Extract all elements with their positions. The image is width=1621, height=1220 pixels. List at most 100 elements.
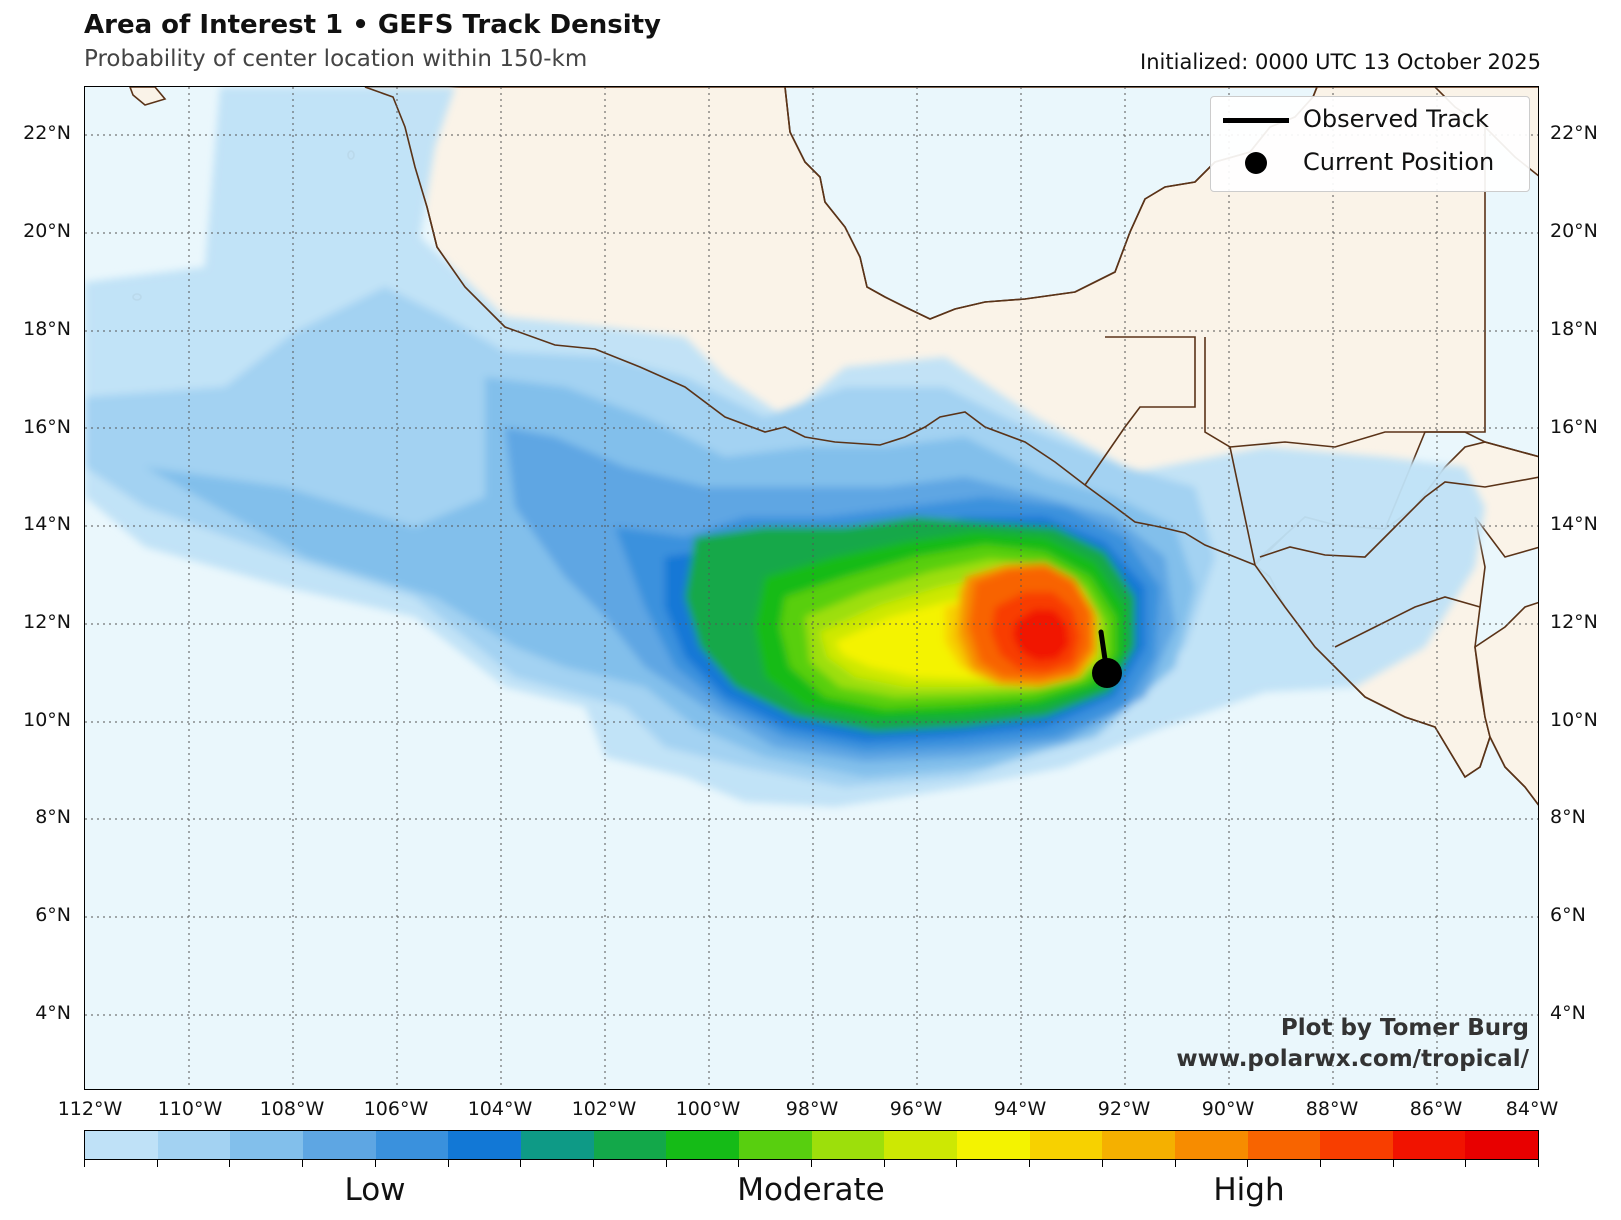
lat-label-left: 18°N	[23, 318, 71, 340]
density-map	[85, 87, 1538, 1089]
colorbar-swatch	[884, 1131, 957, 1159]
initialized-time: Initialized: 0000 UTC 13 October 2025	[1140, 50, 1541, 74]
map-panel	[84, 86, 1539, 1090]
baja-tip	[129, 87, 167, 106]
lat-label-left: 6°N	[35, 904, 71, 926]
lon-label: 98°W	[785, 1098, 839, 1120]
colorbar-swatch	[956, 1131, 1030, 1159]
colorbar-swatch	[302, 1131, 376, 1159]
colorbar-swatch	[157, 1131, 231, 1159]
map-legend: Observed Track Current Position	[1210, 96, 1530, 192]
lon-label: 104°W	[467, 1098, 533, 1120]
legend-current-position: Current Position	[1211, 142, 1529, 182]
lat-label-right: 12°N	[1550, 611, 1598, 633]
lat-label-right: 4°N	[1550, 1002, 1586, 1024]
lat-label-right: 16°N	[1550, 416, 1598, 438]
colorbar-tick	[84, 1160, 85, 1167]
colorbar-swatch	[1102, 1131, 1175, 1159]
lat-label-right: 8°N	[1550, 806, 1586, 828]
position-dot-icon	[1245, 152, 1267, 174]
lon-label: 90°W	[1201, 1098, 1255, 1120]
colorbar-tick	[1392, 1160, 1394, 1167]
colorbar-swatch	[375, 1131, 449, 1159]
current-position-marker	[1092, 658, 1122, 688]
colorbar-tick	[1538, 1160, 1539, 1167]
lat-label-left: 8°N	[35, 806, 71, 828]
map-subtitle: Probability of center location within 15…	[84, 46, 588, 72]
colorbar-swatch	[230, 1131, 303, 1159]
colorbar-tick	[1247, 1160, 1249, 1167]
lon-label: 112°W	[57, 1098, 123, 1120]
lat-label-right: 20°N	[1550, 220, 1598, 242]
lon-label: 86°W	[1409, 1098, 1463, 1120]
lat-label-right: 22°N	[1550, 122, 1598, 144]
lon-label: 92°W	[1097, 1098, 1151, 1120]
colorbar-swatch	[666, 1131, 739, 1159]
lon-label: 110°W	[157, 1098, 223, 1120]
lat-label-left: 16°N	[23, 416, 71, 438]
legend-label: Current Position	[1303, 148, 1495, 176]
colorbar-swatch	[1029, 1131, 1103, 1159]
colorbar-tick	[156, 1160, 158, 1167]
panama	[1474, 601, 1538, 806]
density-contours	[85, 87, 1485, 807]
lat-label-right: 18°N	[1550, 318, 1598, 340]
lat-label-right: 14°N	[1550, 513, 1598, 535]
colorbar-tick	[374, 1160, 376, 1167]
colorbar-tick	[1319, 1160, 1321, 1167]
colorbar-label-high: High	[1213, 1172, 1285, 1208]
colorbar-tick	[738, 1160, 740, 1167]
probability-colorbar	[84, 1130, 1539, 1160]
plot-credit: Plot by Tomer Burg	[1280, 1015, 1529, 1041]
colorbar-swatch	[1174, 1131, 1248, 1159]
gridlines	[85, 87, 1538, 1089]
coastlines	[364, 87, 1538, 806]
track-line-icon	[1223, 118, 1289, 123]
colorbar-label-moderate: Moderate	[737, 1172, 885, 1208]
colorbar-tick	[447, 1160, 449, 1167]
colorbar-swatch	[593, 1131, 667, 1159]
colorbar-tick	[229, 1160, 231, 1167]
colorbar-swatch	[1320, 1131, 1393, 1159]
lat-label-left: 20°N	[23, 220, 71, 242]
colorbar-tick	[811, 1160, 812, 1167]
lat-label-left: 14°N	[23, 513, 71, 535]
lat-label-right: 6°N	[1550, 904, 1586, 926]
colorbar-swatch	[1247, 1131, 1321, 1159]
colorbar-tick	[1029, 1160, 1031, 1167]
lon-label: 88°W	[1305, 1098, 1359, 1120]
lon-label: 84°W	[1505, 1098, 1559, 1120]
colorbar-tick	[302, 1160, 304, 1167]
colorbar-swatch	[448, 1131, 521, 1159]
colorbar-label-low: Low	[344, 1172, 406, 1208]
colorbar-tick	[1101, 1160, 1103, 1167]
colorbar-swatch	[520, 1131, 594, 1159]
colorbar-swatch	[738, 1131, 812, 1159]
lat-label-right: 10°N	[1550, 709, 1598, 731]
colorbar-swatch	[1465, 1131, 1539, 1159]
lon-label: 94°W	[993, 1098, 1047, 1120]
colorbar-tick	[665, 1160, 667, 1167]
lon-label: 106°W	[363, 1098, 429, 1120]
credit-url: www.polarwx.com/tropical/	[1176, 1046, 1529, 1072]
lat-label-left: 22°N	[23, 122, 71, 144]
lon-label: 102°W	[571, 1098, 637, 1120]
legend-label: Observed Track	[1303, 105, 1489, 133]
colorbar-tick	[1465, 1160, 1467, 1167]
colorbar-swatch	[811, 1131, 885, 1159]
colorbar-swatch	[1392, 1131, 1466, 1159]
colorbar-tick	[520, 1160, 522, 1167]
colorbar-swatch	[85, 1131, 158, 1159]
colorbar-tick	[956, 1160, 958, 1167]
colorbar-tick	[592, 1160, 594, 1167]
lon-label: 100°W	[675, 1098, 741, 1120]
legend-observed-track: Observed Track	[1211, 99, 1529, 139]
colorbar-tick	[1174, 1160, 1176, 1167]
colorbar-tick	[883, 1160, 885, 1167]
map-title: Area of Interest 1 • GEFS Track Density	[84, 10, 662, 40]
lon-label: 96°W	[889, 1098, 943, 1120]
lat-label-left: 10°N	[23, 709, 71, 731]
lon-label: 108°W	[259, 1098, 325, 1120]
lat-label-left: 12°N	[23, 611, 71, 633]
lat-label-left: 4°N	[35, 1002, 71, 1024]
